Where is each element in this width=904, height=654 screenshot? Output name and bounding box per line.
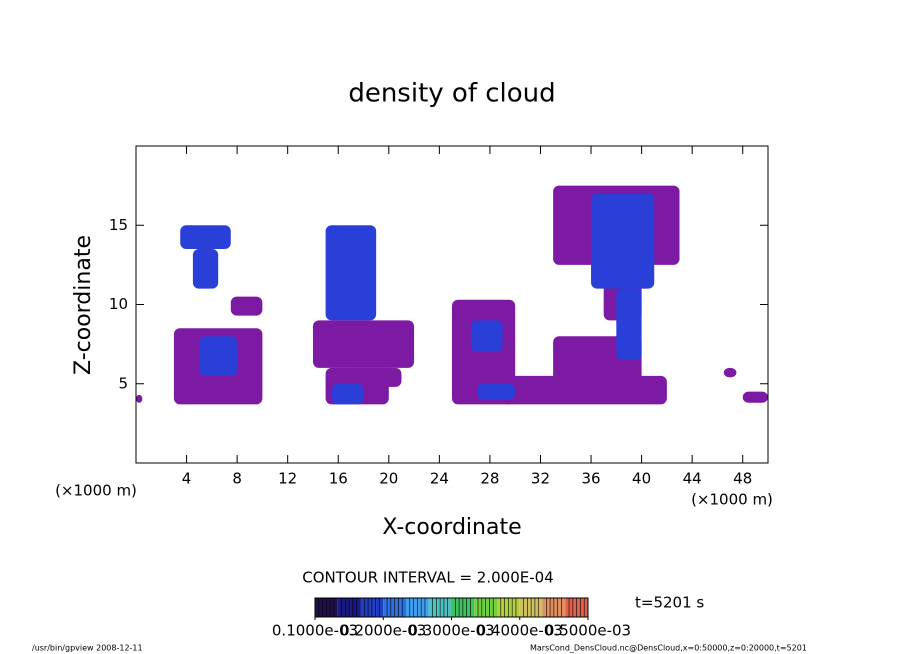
cloud-patch <box>723 367 737 378</box>
cloud-patch <box>477 383 516 400</box>
colorbar-tick-label: 0.5000e-03 <box>545 622 631 640</box>
cloud-patch <box>199 336 238 376</box>
x-axis-label: X-coordinate <box>382 515 521 540</box>
contour-interval: CONTOUR INTERVAL = 2.000E-04 <box>302 569 553 587</box>
x-tick-label: 16 <box>329 470 348 488</box>
x-tick-label: 48 <box>733 470 752 488</box>
cloud-patch <box>192 249 219 289</box>
x-tick-label: 8 <box>232 470 242 488</box>
cloud-patch <box>350 367 402 387</box>
colorbar-tick-label: 0.2000e-03 <box>340 622 426 640</box>
cloud-patch <box>742 391 768 403</box>
cloud-patch <box>180 225 231 250</box>
x-unit: (×1000 m) <box>691 491 773 509</box>
x-tick-label: 24 <box>430 470 449 488</box>
cloud-patch <box>312 320 415 368</box>
y-tick-label: 5 <box>118 374 128 392</box>
footer-left: /usr/bin/gpview 2008-12-11 <box>32 644 143 653</box>
cloud-patch <box>331 383 364 405</box>
cloud-patch <box>616 288 642 360</box>
x-tick-label: 32 <box>531 470 550 488</box>
y-tick-label: 10 <box>109 295 128 313</box>
cloud-patch <box>325 225 377 321</box>
y-axis-label: Z-coordinate <box>71 235 96 375</box>
cloud-patch <box>136 394 143 403</box>
cloud-patch <box>591 193 655 289</box>
colorbar-tick-label: 0.3000e-03 <box>408 622 494 640</box>
x-tick-label: 36 <box>581 470 600 488</box>
chart-title: density of cloud <box>348 79 555 109</box>
y-tick-label: 15 <box>109 216 128 234</box>
cloud-patch <box>230 296 263 316</box>
cloud-patch <box>470 320 503 353</box>
time-label: t=5201 s <box>635 594 704 612</box>
x-tick-label: 20 <box>379 470 398 488</box>
x-tick-label: 40 <box>632 470 651 488</box>
x-tick-label: 28 <box>480 470 499 488</box>
x-tick-label: 4 <box>182 470 192 488</box>
colorbar-tick-label: 0.1000e-03 <box>272 622 358 640</box>
y-unit: (×1000 m) <box>55 482 137 500</box>
footer-right: MarsCond_DensCloud.nc@DensCloud,x=0:5000… <box>530 644 807 653</box>
colorbar-tick-label: 0.4000e-03 <box>477 622 563 640</box>
x-tick-label: 44 <box>683 470 702 488</box>
x-tick-label: 12 <box>278 470 297 488</box>
